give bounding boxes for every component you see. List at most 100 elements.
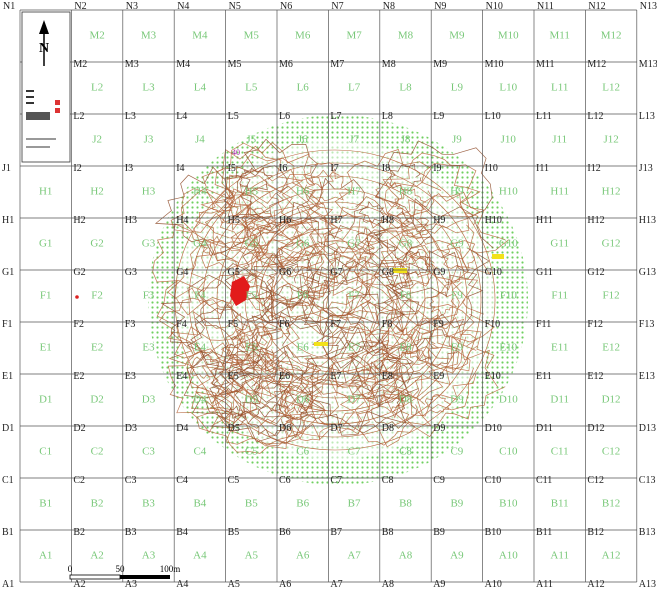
cell-label: G1 <box>39 238 52 250</box>
scale-segment <box>69 574 121 580</box>
contour-line <box>285 399 332 441</box>
cell-label: A12 <box>602 550 621 562</box>
edge-label: E11 <box>536 371 552 382</box>
edge-label: H8 <box>382 215 394 226</box>
contour-line <box>209 374 295 447</box>
edge-label: I3 <box>125 163 133 174</box>
edge-label: L2 <box>73 111 84 122</box>
edge-label: D7 <box>330 423 342 434</box>
cell-label: M7 <box>346 30 362 42</box>
cell-label: E10 <box>499 342 517 354</box>
edge-label: G6 <box>279 267 291 278</box>
cell-label: B4 <box>193 498 206 510</box>
contour-line <box>334 149 442 230</box>
edge-label: M8 <box>382 59 396 70</box>
edge-label: E6 <box>279 371 290 382</box>
edge-label: A10 <box>485 579 502 590</box>
contour-line <box>193 200 271 270</box>
edge-label: E10 <box>485 371 501 382</box>
cell-label: M2 <box>89 30 104 42</box>
cell-label: A9 <box>450 550 464 562</box>
edge-label: J13 <box>639 163 653 174</box>
edge-label: B11 <box>536 527 552 538</box>
cell-label: L2 <box>91 82 103 94</box>
edge-label: M5 <box>228 59 242 70</box>
edge-label: A4 <box>176 579 188 590</box>
edge-label: M11 <box>536 59 555 70</box>
legend-sym <box>55 108 60 113</box>
edge-label: H6 <box>279 215 291 226</box>
cell-label: D11 <box>550 394 569 406</box>
edge-label: F4 <box>176 319 187 330</box>
contour-line <box>371 388 418 429</box>
cell-label: A11 <box>550 550 569 562</box>
edge-label: H2 <box>73 215 85 226</box>
contour-line <box>160 274 283 367</box>
cell-label: M9 <box>449 30 465 42</box>
cell-label: M4 <box>192 30 208 42</box>
cell-label: B11 <box>551 498 569 510</box>
edge-label: L7 <box>330 111 341 122</box>
cell-label: H10 <box>499 186 518 198</box>
edge-label: H12 <box>587 215 604 226</box>
contour-line <box>361 234 469 333</box>
edge-label: D12 <box>587 423 604 434</box>
contour-line <box>236 138 323 227</box>
legend-box: N <box>21 11 71 163</box>
cell-label: L10 <box>499 82 517 94</box>
cell-label: G12 <box>602 238 621 250</box>
cell-label: C5 <box>245 446 258 458</box>
edge-label: H13 <box>639 215 656 226</box>
cell-label: H9 <box>450 186 464 198</box>
cell-label: B2 <box>91 498 104 510</box>
cell-label: J6 <box>298 134 308 146</box>
column-header: N9 <box>434 1 446 12</box>
cell-label: M10 <box>498 30 519 42</box>
contour-line <box>303 162 340 189</box>
contour-line <box>397 251 429 276</box>
edge-label: D5 <box>228 423 240 434</box>
cell-label: C11 <box>551 446 569 458</box>
yellow-feature <box>393 268 407 273</box>
contour-line <box>201 235 226 257</box>
cell-label: G10 <box>499 238 518 250</box>
edge-label: H11 <box>536 215 553 226</box>
cell-label: C7 <box>348 446 361 458</box>
edge-label: L8 <box>382 111 393 122</box>
edge-label: B10 <box>485 527 502 538</box>
cell-label: A1 <box>39 550 52 562</box>
edge-label: M3 <box>125 59 139 70</box>
edge-label: E1 <box>2 371 13 382</box>
edge-label: G5 <box>228 267 240 278</box>
contour-ring <box>216 188 454 412</box>
edge-label: B5 <box>228 527 240 538</box>
column-header: N10 <box>486 1 503 12</box>
cell-label: D7 <box>347 394 361 406</box>
cell-label: E3 <box>142 342 155 354</box>
edge-label: F12 <box>587 319 603 330</box>
cell-label: B3 <box>142 498 155 510</box>
contour-line <box>265 258 320 305</box>
contour-line <box>214 142 321 231</box>
edge-label: G7 <box>330 267 342 278</box>
contour-line <box>167 244 252 316</box>
edge-label: I6 <box>279 163 287 174</box>
edge-label: F3 <box>125 319 136 330</box>
cell-label: L6 <box>297 82 310 94</box>
edge-label: H1 <box>2 215 14 226</box>
scale-label: 100m <box>160 564 181 574</box>
edge-label: M13 <box>639 59 657 70</box>
cell-label: H3 <box>142 186 156 198</box>
edge-label: C4 <box>176 475 188 486</box>
edge-label: F9 <box>433 319 444 330</box>
cell-label: J9 <box>452 134 462 146</box>
edge-label: C12 <box>587 475 604 486</box>
cell-label: D10 <box>499 394 518 406</box>
edge-label: A2 <box>73 579 85 590</box>
cell-label: F7 <box>348 290 360 302</box>
contour-line <box>285 266 372 336</box>
edge-label: C7 <box>330 475 342 486</box>
contour-line <box>159 297 244 362</box>
contour-line <box>220 326 275 367</box>
